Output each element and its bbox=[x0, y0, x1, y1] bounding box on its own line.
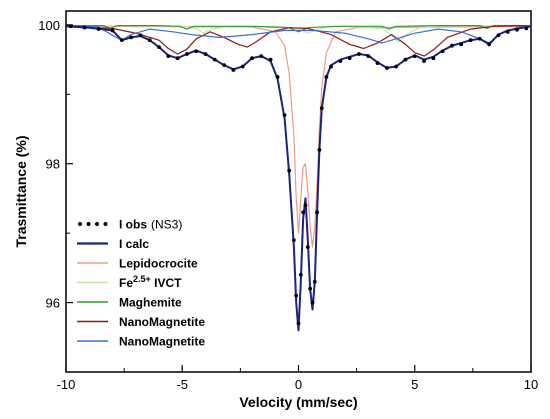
observed-point bbox=[477, 36, 482, 41]
observed-point bbox=[319, 106, 324, 111]
observed-point bbox=[403, 57, 408, 62]
y-tick-label: 100 bbox=[38, 18, 60, 33]
observed-point bbox=[96, 27, 101, 31]
legend-label: Fe2.5+ IVCT bbox=[119, 274, 182, 290]
x-axis-title: Velocity (mm/sec) bbox=[239, 394, 357, 410]
observed-point bbox=[366, 54, 371, 59]
observed-point bbox=[308, 286, 313, 291]
observed-point bbox=[259, 54, 264, 59]
series-observed bbox=[68, 24, 529, 326]
observed-point bbox=[324, 75, 329, 79]
legend-item: Maghemite bbox=[77, 296, 182, 310]
legend-label: Lepidocrocite bbox=[119, 257, 198, 271]
observed-point bbox=[487, 42, 492, 47]
observed-point bbox=[250, 56, 254, 61]
legend-item: I calc bbox=[77, 237, 149, 251]
observed-point bbox=[138, 33, 143, 38]
observed-point bbox=[496, 33, 501, 38]
observed-point bbox=[82, 25, 87, 30]
legend-item: Lepidocrocite bbox=[77, 257, 198, 271]
observed-point bbox=[296, 321, 301, 326]
observed-point bbox=[312, 279, 317, 284]
x-tick-label: 0 bbox=[295, 377, 302, 392]
observed-point bbox=[175, 56, 180, 61]
observed-point bbox=[524, 26, 529, 31]
series-line-2 bbox=[65, 25, 532, 248]
series-line-4 bbox=[66, 25, 531, 33]
observed-point bbox=[222, 63, 227, 68]
legend-item: NanoMagnetite bbox=[77, 315, 205, 329]
y-tick-label: 96 bbox=[46, 296, 60, 311]
observed-point bbox=[468, 38, 473, 43]
observed-point bbox=[375, 61, 380, 65]
legend-marker-dot bbox=[78, 222, 82, 226]
observed-point bbox=[203, 52, 208, 56]
observed-point bbox=[212, 57, 217, 62]
y-axis-title: Trasmittance (%) bbox=[13, 135, 29, 247]
observed-point bbox=[459, 42, 464, 47]
legend-item: I obs (NS3) bbox=[78, 218, 182, 232]
observed-point bbox=[315, 210, 319, 215]
observed-point bbox=[305, 245, 310, 249]
observed-point bbox=[157, 45, 161, 49]
legend-label: Maghemite bbox=[119, 296, 182, 310]
x-tick-label: 5 bbox=[411, 377, 418, 392]
series-layer bbox=[65, 24, 532, 332]
observed-point bbox=[303, 203, 308, 208]
legend-marker-dot bbox=[86, 222, 91, 226]
legend-label: NanoMagnetite bbox=[119, 335, 205, 349]
observed-point bbox=[505, 29, 510, 34]
observed-point bbox=[301, 210, 306, 215]
observed-point bbox=[515, 27, 519, 32]
y-tick-label: 98 bbox=[46, 157, 60, 172]
observed-point bbox=[240, 64, 245, 69]
observed-point bbox=[310, 300, 315, 305]
legend-marker-dot bbox=[95, 222, 99, 226]
observed-point bbox=[291, 238, 296, 242]
observed-point bbox=[282, 113, 287, 118]
x-tick-label: -10 bbox=[57, 377, 76, 392]
observed-point bbox=[357, 52, 361, 56]
series-line-1 bbox=[65, 25, 532, 332]
legend-item: NanoMagnetite bbox=[77, 335, 205, 349]
observed-point bbox=[412, 54, 417, 59]
observed-point bbox=[166, 54, 171, 59]
legend-item: Fe2.5+ IVCT bbox=[77, 274, 182, 290]
observed-point bbox=[338, 59, 343, 63]
observed-point bbox=[268, 57, 273, 62]
series-line-3 bbox=[65, 25, 532, 43]
x-tick-label: 10 bbox=[524, 377, 538, 392]
observed-point bbox=[119, 38, 124, 43]
observed-point bbox=[450, 43, 454, 48]
observed-point bbox=[440, 49, 445, 54]
legend-label: I calc bbox=[119, 237, 149, 251]
legend-label: NanoMagnetite bbox=[119, 315, 205, 329]
observed-point bbox=[317, 147, 322, 152]
observed-point bbox=[394, 64, 399, 69]
observed-point bbox=[185, 52, 189, 56]
observed-point bbox=[347, 56, 352, 61]
x-tick-label: -5 bbox=[176, 377, 188, 392]
observed-point bbox=[422, 59, 426, 63]
observed-point bbox=[287, 168, 292, 173]
ticks-layer: -10 -5 0 5 10 96 98 100 bbox=[38, 18, 538, 392]
legend: I obs (NS3) I calc Lepidocrocite Fe2.5+ IVCT… bbox=[77, 218, 205, 349]
legend-marker-dot bbox=[103, 222, 108, 226]
observed-point bbox=[298, 272, 303, 277]
observed-point bbox=[384, 66, 389, 70]
observed-point bbox=[329, 64, 333, 69]
legend-label: I obs (NS3) bbox=[119, 218, 182, 232]
observed-point bbox=[431, 56, 436, 61]
observed-point bbox=[194, 49, 199, 54]
observed-point bbox=[294, 293, 299, 298]
observed-point bbox=[231, 68, 236, 72]
observed-point bbox=[147, 38, 152, 43]
series-line-5 bbox=[65, 25, 532, 57]
observed-point bbox=[275, 75, 280, 79]
observed-point bbox=[110, 28, 115, 33]
observed-point bbox=[129, 35, 134, 40]
